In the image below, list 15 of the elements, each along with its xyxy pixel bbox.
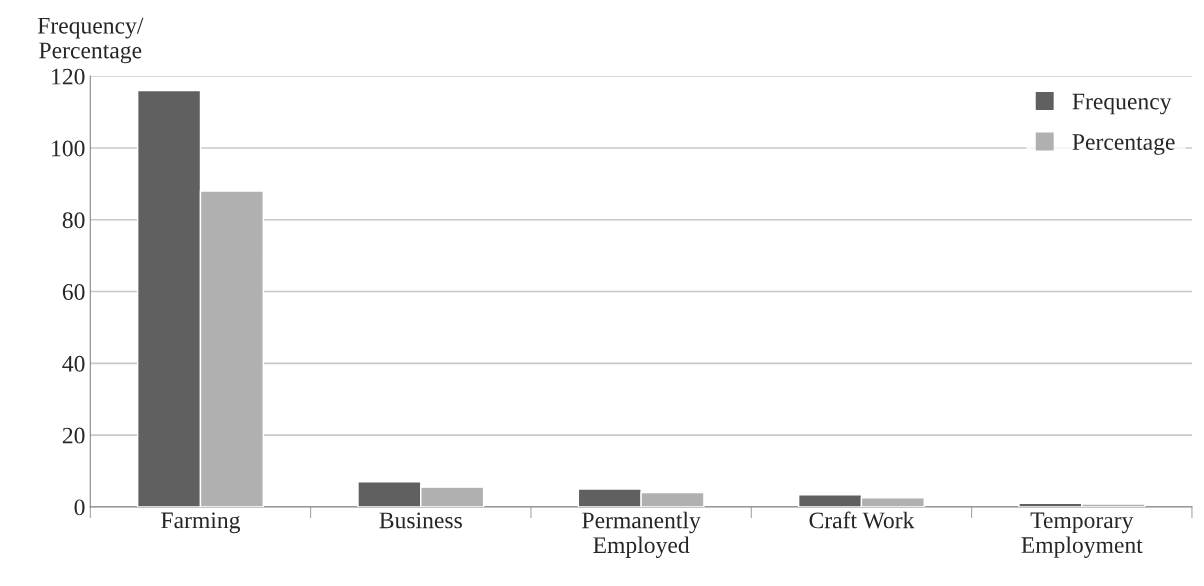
y-tick-label: 40 xyxy=(62,355,85,372)
y-tick-label: 60 xyxy=(62,284,85,300)
y-tick-label: 120 xyxy=(52,68,85,85)
x-tick-label: Business xyxy=(379,512,462,529)
x-tick-label: Farming xyxy=(161,512,241,534)
x-tick-label: Permanently Employed xyxy=(582,511,701,558)
y-tick-label: 100 xyxy=(52,140,85,157)
y-tick-label: 80 xyxy=(62,212,85,229)
legend-label: Frequency xyxy=(1072,93,1172,115)
y-tick-label: 20 xyxy=(62,427,85,444)
y-axis-title: Frequency/ Percentage xyxy=(37,17,144,64)
x-tick-label: Craft Work xyxy=(809,511,915,529)
legend-label: Percentage xyxy=(1072,134,1175,155)
x-tick-label: Temporary Employment xyxy=(1021,512,1143,558)
y-tick-label: 0 xyxy=(74,499,85,516)
